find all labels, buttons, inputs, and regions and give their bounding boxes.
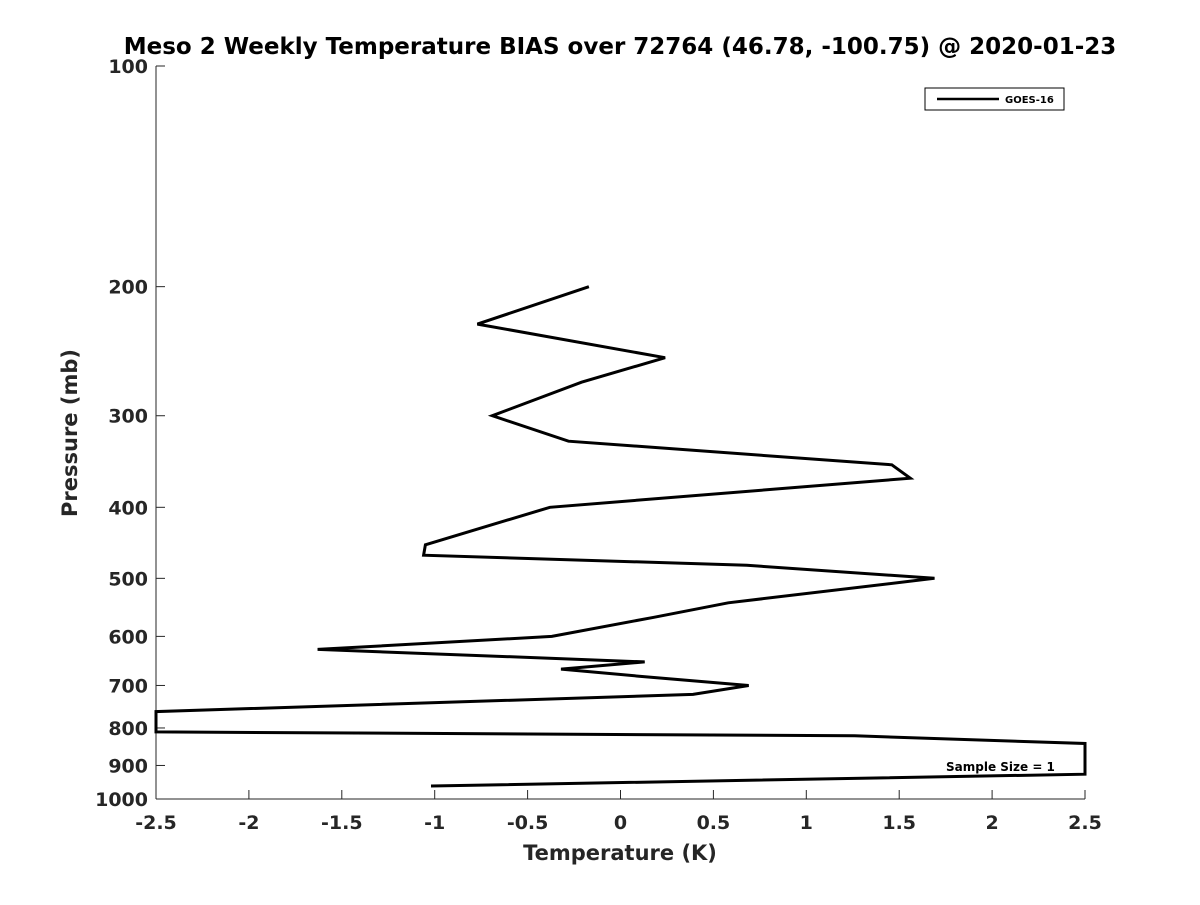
y-tick-label-1: 200 [108,277,148,299]
y-tick-label-7: 800 [108,718,148,740]
y-tick-label-0: 100 [108,56,148,78]
y-tick-label-4: 500 [108,568,148,590]
x-tick-label-6: 0.5 [697,812,731,834]
series-line-goes-16 [154,285,1087,788]
sample-size-annotation: Sample Size = 1 [946,760,1055,774]
x-tick-label-9: 2 [985,812,998,834]
x-tick-label-8: 1.5 [882,812,916,834]
y-tick-label-3: 400 [108,497,148,519]
y-tick-label-5: 600 [108,626,148,648]
y-tick-label-8: 900 [108,755,148,777]
x-tick-label-0: -2.5 [135,812,177,834]
y-tick-label-2: 300 [108,406,148,428]
axes: -2.5 -2 -1.5 -1 -0.5 0 0.5 1 1.5 2 2.5 100 200 300 400… [95,56,1102,834]
x-tick-label-7: 1 [800,812,813,834]
x-tick-label-3: -1 [424,812,445,834]
x-tick-label-4: -0.5 [507,812,549,834]
y-tick-label-9: 1000 [95,789,148,811]
x-tick-label-10: 2.5 [1068,812,1102,834]
y-axis-label: Pressure (mb) [58,349,82,517]
legend: GOES-16 [924,87,1065,111]
x-tick-label-5: 0 [614,812,627,834]
x-tick-label-1: -2 [238,812,259,834]
legend-label-goes-16: GOES-16 [1005,95,1054,106]
x-tick-label-2: -1.5 [321,812,363,834]
x-axis-label: Temperature (K) [523,841,717,865]
chart-title: Meso 2 Weekly Temperature BIAS over 7276… [124,34,1117,60]
series-lines [154,285,1087,788]
y-tick-label-6: 700 [108,675,148,697]
